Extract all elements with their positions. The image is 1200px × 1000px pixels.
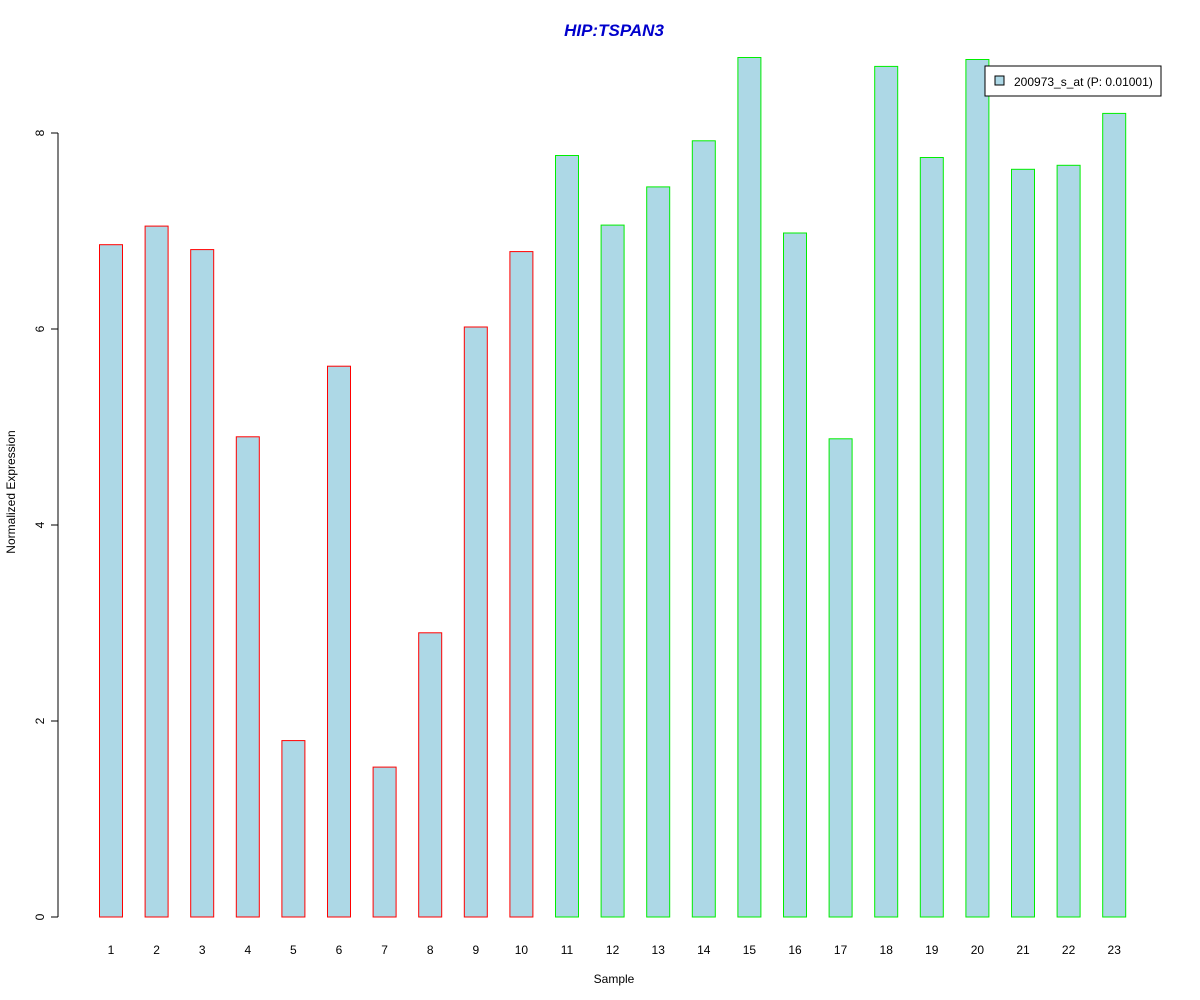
x-tick-label: 11 (561, 943, 574, 957)
x-tick-label: 10 (515, 943, 529, 957)
x-tick-label: 3 (199, 943, 206, 957)
bar-sample-21 (1011, 168, 1035, 918)
bar-sample-22 (1056, 164, 1081, 918)
legend-label: 200973_s_at (P: 0.01001) (1014, 75, 1153, 89)
x-tick-label: 12 (606, 943, 620, 957)
x-tick-labels: 1 2 3 4 5 6 7 8 9 10 11 12 13 14 15 16 17 18 19 20 21 22 23 (108, 943, 1122, 957)
bar-sample-6 (327, 365, 351, 918)
x-tick-label: 5 (290, 943, 297, 957)
bar-sample-20 (965, 59, 990, 918)
chart-title: HIP:TSPAN3 (564, 21, 664, 40)
legend: 200973_s_at (P: 0.01001) (984, 65, 1162, 97)
x-tick-label: 6 (336, 943, 343, 957)
bar-sample-10 (509, 251, 534, 918)
bar-sample-5 (281, 740, 306, 918)
bar-sample-15 (737, 57, 762, 918)
bars (99, 57, 1127, 918)
bar-sample-19 (919, 157, 944, 918)
bar-sample-13 (646, 186, 671, 918)
bar-sample-16 (783, 232, 807, 918)
y-tick-label: 2 (33, 717, 47, 724)
x-tick-label: 21 (1016, 943, 1030, 957)
bar-sample-9 (463, 326, 488, 918)
x-tick-label: 18 (880, 943, 894, 957)
legend-swatch (994, 75, 1005, 86)
bar-sample-17 (828, 438, 853, 918)
y-tick-label: 8 (33, 129, 47, 136)
x-tick-label: 4 (244, 943, 251, 957)
x-tick-label: 14 (697, 943, 711, 957)
bar-sample-1 (99, 244, 123, 918)
bar-sample-2 (144, 225, 169, 918)
x-tick-label: 17 (834, 943, 848, 957)
x-tick-label: 9 (472, 943, 479, 957)
y-axis: 0 2 4 6 8 (33, 129, 59, 920)
x-tick-label: 7 (381, 943, 388, 957)
bar-sample-18 (874, 65, 899, 918)
bar-sample-11 (555, 155, 579, 918)
y-axis-label: Normalized Expression (4, 430, 18, 553)
x-tick-label: 1 (108, 943, 115, 957)
bar-sample-8 (418, 632, 443, 918)
bar-sample-7 (372, 766, 397, 918)
x-tick-label: 13 (652, 943, 666, 957)
bar-sample-14 (691, 140, 716, 918)
x-tick-label: 19 (925, 943, 939, 957)
x-tick-label: 2 (153, 943, 160, 957)
x-tick-label: 8 (427, 943, 434, 957)
y-tick-label: 4 (33, 521, 47, 528)
x-tick-label: 16 (788, 943, 802, 957)
legend-box (984, 65, 1162, 97)
y-tick-label: 0 (33, 913, 47, 920)
y-tick-label: 6 (33, 325, 47, 332)
x-tick-label: 22 (1062, 943, 1076, 957)
bar-sample-12 (600, 224, 625, 918)
bar-sample-23 (1102, 112, 1127, 918)
x-tick-label: 20 (971, 943, 985, 957)
bar-sample-3 (190, 249, 215, 918)
x-tick-label: 23 (1108, 943, 1122, 957)
bar-sample-4 (235, 436, 260, 918)
x-axis-label: Sample (594, 972, 635, 986)
x-tick-label: 15 (743, 943, 757, 957)
